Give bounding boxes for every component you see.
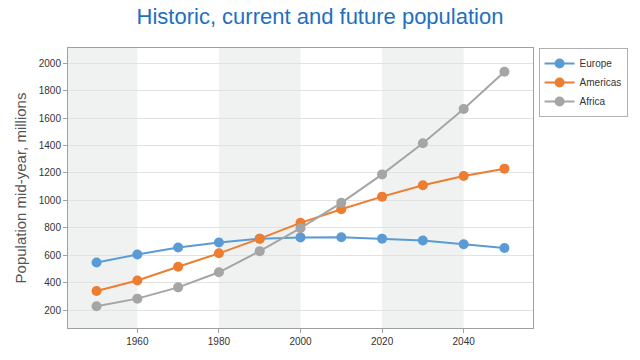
svg-text:2020: 2020 [371, 336, 394, 347]
svg-text:Europe: Europe [580, 58, 613, 69]
svg-text:1980: 1980 [208, 336, 231, 347]
svg-text:1000: 1000 [39, 195, 62, 206]
svg-text:1960: 1960 [126, 336, 149, 347]
svg-text:800: 800 [44, 222, 61, 233]
svg-text:Africa: Africa [580, 96, 606, 107]
svg-text:Americas: Americas [580, 77, 622, 88]
svg-text:1400: 1400 [39, 140, 62, 151]
svg-text:200: 200 [44, 305, 61, 316]
svg-text:400: 400 [44, 277, 61, 288]
svg-text:2040: 2040 [453, 336, 476, 347]
svg-text:1600: 1600 [39, 113, 62, 124]
svg-text:Historic, current and future p: Historic, current and future population [137, 4, 504, 29]
svg-text:1800: 1800 [39, 85, 62, 96]
svg-text:Population mid-year, millions: Population mid-year, millions [12, 93, 29, 284]
svg-text:2000: 2000 [39, 58, 62, 69]
svg-text:600: 600 [44, 250, 61, 261]
svg-text:1200: 1200 [39, 167, 62, 178]
svg-text:2000: 2000 [289, 336, 312, 347]
